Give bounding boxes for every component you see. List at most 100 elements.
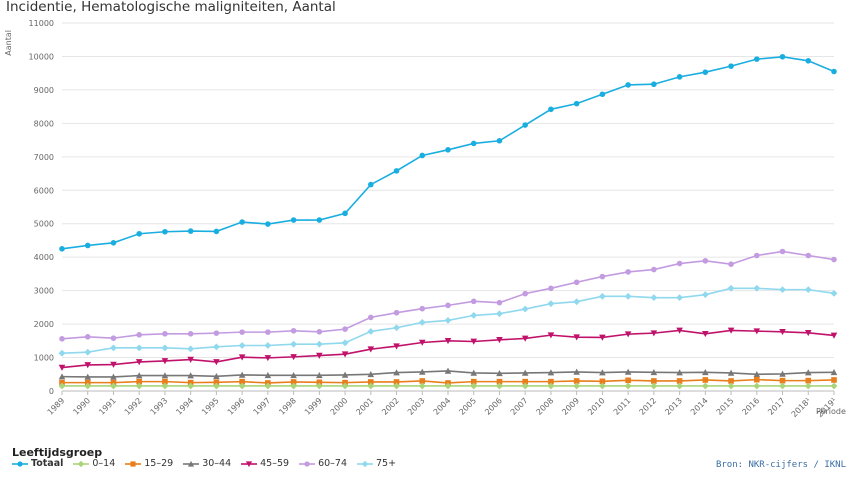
data-point <box>367 370 375 378</box>
legend-symbol <box>73 460 90 467</box>
y-tick-label: 10000 <box>29 52 54 61</box>
data-point <box>445 302 451 309</box>
data-point <box>246 460 253 467</box>
data-point <box>315 340 323 348</box>
x-tick-label: 2017 <box>766 396 787 417</box>
data-point <box>187 356 194 363</box>
x-tick-label: 1989 <box>46 396 67 417</box>
legend-label: 0–14 <box>92 458 116 469</box>
legend-label: 15–29 <box>144 458 174 469</box>
legend-item-60-74[interactable]: 60–74 <box>299 458 347 469</box>
x-tick-label: 1992 <box>123 396 144 417</box>
data-point <box>315 382 323 390</box>
data-point <box>650 382 658 390</box>
legend-label: 75+ <box>376 458 397 469</box>
data-point <box>754 56 760 62</box>
data-point <box>727 382 735 390</box>
data-point <box>702 377 709 383</box>
data-point <box>805 58 812 64</box>
data-point <box>624 382 632 390</box>
data-point <box>213 343 220 351</box>
data-point <box>522 378 528 385</box>
data-point <box>161 344 169 352</box>
data-point <box>290 382 297 390</box>
data-point <box>84 348 92 356</box>
data-point <box>651 81 657 88</box>
data-point <box>316 379 323 386</box>
data-point <box>728 63 734 69</box>
x-tick-label: 2011 <box>612 396 633 417</box>
data-point <box>470 311 478 319</box>
data-point <box>393 382 400 390</box>
data-point <box>625 377 631 384</box>
legend-item-0-14[interactable]: 0–14 <box>73 458 115 469</box>
legend-label: 30–44 <box>202 458 232 469</box>
data-point <box>728 261 734 268</box>
data-point <box>805 377 812 384</box>
data-point <box>162 228 168 235</box>
data-point <box>496 378 503 385</box>
x-tick-label: 1996 <box>226 396 247 417</box>
data-point <box>59 246 65 252</box>
data-point <box>754 252 760 259</box>
data-point <box>470 378 477 385</box>
x-tick-label: 2000 <box>329 396 350 417</box>
x-tick-label: 1998 <box>277 396 298 417</box>
data-point <box>496 299 503 306</box>
data-point <box>650 294 658 302</box>
data-point <box>650 330 658 337</box>
data-point <box>135 382 143 390</box>
data-point <box>84 334 91 340</box>
data-point <box>804 329 812 337</box>
data-point <box>418 339 426 346</box>
data-point <box>779 370 786 377</box>
data-point <box>831 377 837 383</box>
data-point <box>547 332 555 339</box>
data-point <box>187 345 195 353</box>
legend-item-totaal[interactable]: Totaal <box>12 458 63 469</box>
data-point <box>341 371 349 378</box>
axes: 0 1000 2000 3000 4000 5000 6000 7000 8000 9000 100… <box>4 19 846 419</box>
data-point <box>84 382 92 390</box>
legend-item-45-59[interactable]: 45–59 <box>241 458 289 469</box>
data-point <box>418 368 426 375</box>
legend-item-75-[interactable]: 75+ <box>357 458 396 469</box>
data-point <box>304 460 310 467</box>
y-axis-title: Aantal <box>4 30 13 56</box>
grid-lines <box>62 22 834 392</box>
data-point <box>110 361 117 368</box>
data-point <box>264 371 272 379</box>
data-point <box>213 372 220 380</box>
data-point <box>831 256 837 263</box>
data-point <box>367 382 375 390</box>
data-point <box>110 382 117 390</box>
data-point <box>110 373 117 380</box>
data-point <box>265 329 271 335</box>
data-point <box>625 82 631 88</box>
data-point <box>419 378 426 384</box>
y-tick-label: 2000 <box>34 320 54 329</box>
data-point <box>804 286 812 294</box>
data-point <box>496 137 503 144</box>
x-tick-label: 2002 <box>380 396 401 417</box>
data-point <box>58 373 66 380</box>
data-point <box>341 351 349 358</box>
data-point <box>830 289 838 297</box>
legend-item-30-44[interactable]: 30–44 <box>183 458 231 469</box>
data-point <box>419 152 426 159</box>
data-point <box>367 328 375 335</box>
x-tick-label: 2016 <box>740 396 761 417</box>
legend-item-15-29[interactable]: 15–29 <box>125 458 173 469</box>
data-point <box>521 369 529 376</box>
data-point <box>830 382 838 390</box>
data-point <box>676 378 683 384</box>
data-point <box>650 368 658 376</box>
data-point <box>599 334 606 341</box>
data-point <box>779 53 786 60</box>
data-point <box>136 331 142 338</box>
data-point <box>496 382 503 390</box>
data-point <box>187 228 194 234</box>
data-point <box>162 330 168 337</box>
data-point <box>130 460 136 467</box>
data-point <box>702 258 709 264</box>
